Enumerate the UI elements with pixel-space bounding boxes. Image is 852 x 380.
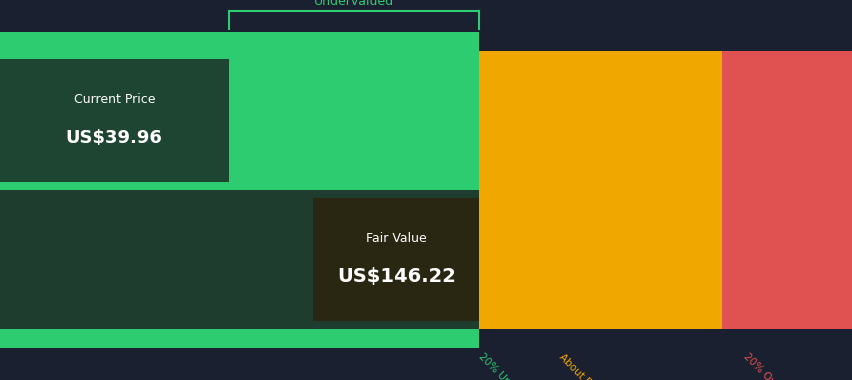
Bar [0, 329, 479, 348]
Bar [722, 51, 852, 190]
Bar [722, 190, 852, 329]
Text: 20% Overvalued: 20% Overvalued [740, 352, 809, 380]
Text: Undervalued: Undervalued [314, 0, 394, 8]
Text: Fair Value: Fair Value [366, 232, 426, 245]
Bar [0, 190, 479, 329]
Bar [0, 32, 479, 51]
Bar [479, 190, 722, 329]
Text: US$39.96: US$39.96 [66, 129, 163, 147]
Bar [313, 198, 479, 321]
Text: Current Price: Current Price [73, 93, 155, 106]
Bar [479, 51, 722, 190]
Text: US$146.22: US$146.22 [337, 267, 455, 286]
Text: 20% Undervalued: 20% Undervalued [476, 352, 549, 380]
Bar [0, 51, 479, 190]
Text: About Right: About Right [556, 352, 607, 380]
Bar [0, 59, 228, 182]
